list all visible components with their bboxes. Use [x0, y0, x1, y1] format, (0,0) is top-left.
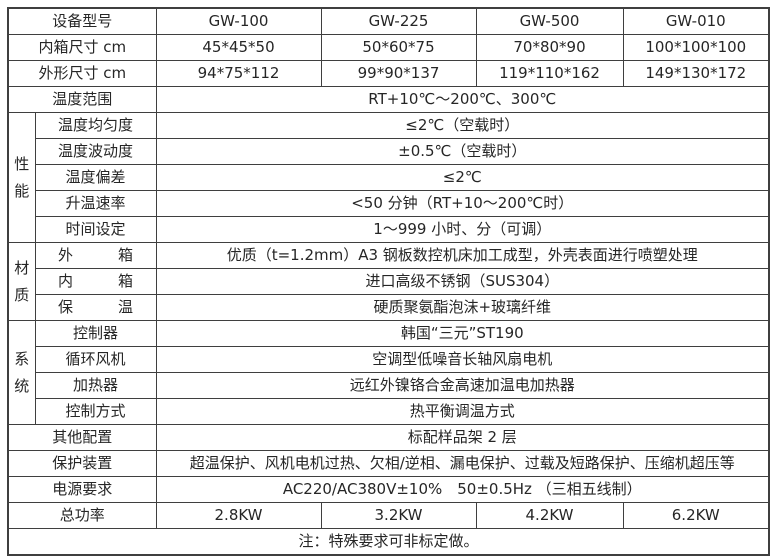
total-power-label: 总功率	[7, 502, 157, 529]
control-mode-label: 控制方式	[34, 398, 157, 425]
system-row-control-mode: 控制方式 热平衡调温方式	[8, 398, 770, 425]
material-row-outer-box: 材质 外 箱 优质（t=1.2mm）A3 钢板数控机床加工成型，外壳表面进行喷塑…	[7, 242, 770, 321]
model-gw500: GW-500	[475, 7, 624, 35]
system-group-label: 系统	[7, 320, 36, 425]
timer-setting-value: 1～999 小时、分（可调）	[155, 216, 770, 243]
temp-fluctuation-label: 温度波动度	[34, 138, 157, 165]
equipment-spec-table: 设备型号 GW-100 GW-225 GW-500 GW-010 内箱尺寸 cm…	[7, 7, 771, 556]
inner-size-gw500: 70*80*90	[475, 34, 624, 61]
total-power-gw500: 4.2KW	[475, 502, 624, 529]
circulation-fan-value: 空调型低噪音长轴风扇电机	[155, 346, 770, 373]
outer-size-gw100: 94*75*112	[155, 60, 322, 87]
temp-range-row: 温度范围 RT+10℃～200℃、300℃	[7, 86, 770, 113]
inner-size-label: 内箱尺寸 cm	[7, 34, 157, 61]
controller-value: 韩国“三元”ST190	[155, 320, 770, 347]
system-row-fan: 循环风机 空调型低噪音长轴风扇电机	[8, 346, 770, 373]
other-config-value: 标配样品架 2 层	[155, 424, 770, 451]
performance-row-deviation: 温度偏差 ≤2℃	[8, 164, 770, 191]
footnote-text: 注：特殊要求可非标定做。	[7, 528, 770, 556]
power-supply-row: 电源要求 AC220/AC380V±10% 50±0.5Hz （三相五线制）	[7, 476, 770, 503]
timer-setting-label: 时间设定	[34, 216, 157, 243]
protection-value: 超温保护、风机电机过热、欠相/逆相、漏电保护、过载及短路保护、压缩机超压等	[155, 450, 770, 477]
total-power-gw010: 6.2KW	[622, 502, 770, 529]
performance-row-timer: 时间设定 1～999 小时、分（可调）	[8, 216, 770, 243]
inner-box-label: 内 箱	[34, 268, 157, 295]
inner-box-value: 进口高级不锈钢（SUS304）	[155, 268, 770, 295]
total-power-gw100: 2.8KW	[155, 502, 322, 529]
material-group-label: 材质	[7, 242, 36, 321]
protection-row: 保护装置 超温保护、风机电机过热、欠相/逆相、漏电保护、过载及短路保护、压缩机超…	[7, 450, 770, 477]
power-supply-value: AC220/AC380V±10% 50±0.5Hz （三相五线制）	[155, 476, 770, 503]
material-group-label-text: 材质	[14, 259, 30, 304]
circulation-fan-label: 循环风机	[34, 346, 157, 373]
performance-row-heatup-rate: 升温速率 <50 分钟（RT+10～200℃时）	[8, 190, 770, 217]
outer-size-gw500: 119*110*162	[475, 60, 624, 87]
performance-group-label: 性能	[7, 112, 36, 243]
total-power-gw225: 3.2KW	[320, 502, 477, 529]
inner-size-gw100: 45*45*50	[155, 34, 322, 61]
total-power-row: 总功率 2.8KW 3.2KW 4.2KW 6.2KW	[7, 502, 770, 529]
temp-deviation-label: 温度偏差	[34, 164, 157, 191]
material-row-insulation: 保 温 硬质聚氨酯泡沫+玻璃纤维	[8, 294, 770, 321]
outer-size-row: 外形尺寸 cm 94*75*112 99*90*137 119*110*162 …	[7, 60, 770, 87]
heatup-rate-value: <50 分钟（RT+10～200℃时）	[155, 190, 770, 217]
outer-size-gw010: 149*130*172	[622, 60, 770, 87]
model-gw225: GW-225	[320, 7, 477, 35]
other-config-label: 其他配置	[7, 424, 157, 451]
system-row-controller: 系统 控制器 韩国“三元”ST190	[7, 320, 770, 425]
inner-size-gw010: 100*100*100	[622, 34, 770, 61]
performance-group-label-text: 性能	[14, 155, 30, 200]
system-group-label-text: 系统	[14, 350, 30, 395]
model-gw010: GW-010	[622, 7, 770, 35]
heatup-rate-label: 升温速率	[34, 190, 157, 217]
performance-row-uniformity: 性能 温度均匀度 ≤2℃（空载时）	[7, 112, 770, 243]
model-gw100: GW-100	[155, 7, 322, 35]
footnote-row: 注：特殊要求可非标定做。	[7, 528, 770, 556]
temp-range-label: 温度范围	[7, 86, 157, 113]
temp-range-value: RT+10℃～200℃、300℃	[155, 86, 770, 113]
control-mode-value: 热平衡调温方式	[155, 398, 770, 425]
model-row: 设备型号 GW-100 GW-225 GW-500 GW-010	[7, 7, 770, 35]
inner-size-gw225: 50*60*75	[320, 34, 477, 61]
temp-deviation-value: ≤2℃	[155, 164, 770, 191]
temp-fluctuation-value: ±0.5℃（空载时）	[155, 138, 770, 165]
inner-size-row: 内箱尺寸 cm 45*45*50 50*60*75 70*80*90 100*1…	[7, 34, 770, 61]
heater-label: 加热器	[34, 372, 157, 399]
material-row-inner-box: 内 箱 进口高级不锈钢（SUS304）	[8, 268, 770, 295]
system-row-heater: 加热器 远红外镍铬合金高速加温电加热器	[8, 372, 770, 399]
insulation-value: 硬质聚氨酯泡沫+玻璃纤维	[155, 294, 770, 321]
spec-sheet: 设备型号 GW-100 GW-225 GW-500 GW-010 内箱尺寸 cm…	[7, 7, 771, 556]
performance-row-fluctuation: 温度波动度 ±0.5℃（空载时）	[8, 138, 770, 165]
protection-label: 保护装置	[7, 450, 157, 477]
temp-uniformity-label: 温度均匀度	[34, 112, 157, 139]
power-supply-label: 电源要求	[7, 476, 157, 503]
other-config-row: 其他配置 标配样品架 2 层	[7, 424, 770, 451]
temp-uniformity-value: ≤2℃（空载时）	[155, 112, 770, 139]
heater-value: 远红外镍铬合金高速加温电加热器	[155, 372, 770, 399]
outer-size-label: 外形尺寸 cm	[7, 60, 157, 87]
insulation-label: 保 温	[34, 294, 157, 321]
controller-label: 控制器	[34, 320, 157, 347]
outer-size-gw225: 99*90*137	[320, 60, 477, 87]
outer-box-label: 外 箱	[34, 242, 157, 269]
outer-box-value: 优质（t=1.2mm）A3 钢板数控机床加工成型，外壳表面进行喷塑处理	[155, 242, 770, 269]
model-row-label: 设备型号	[7, 7, 157, 35]
